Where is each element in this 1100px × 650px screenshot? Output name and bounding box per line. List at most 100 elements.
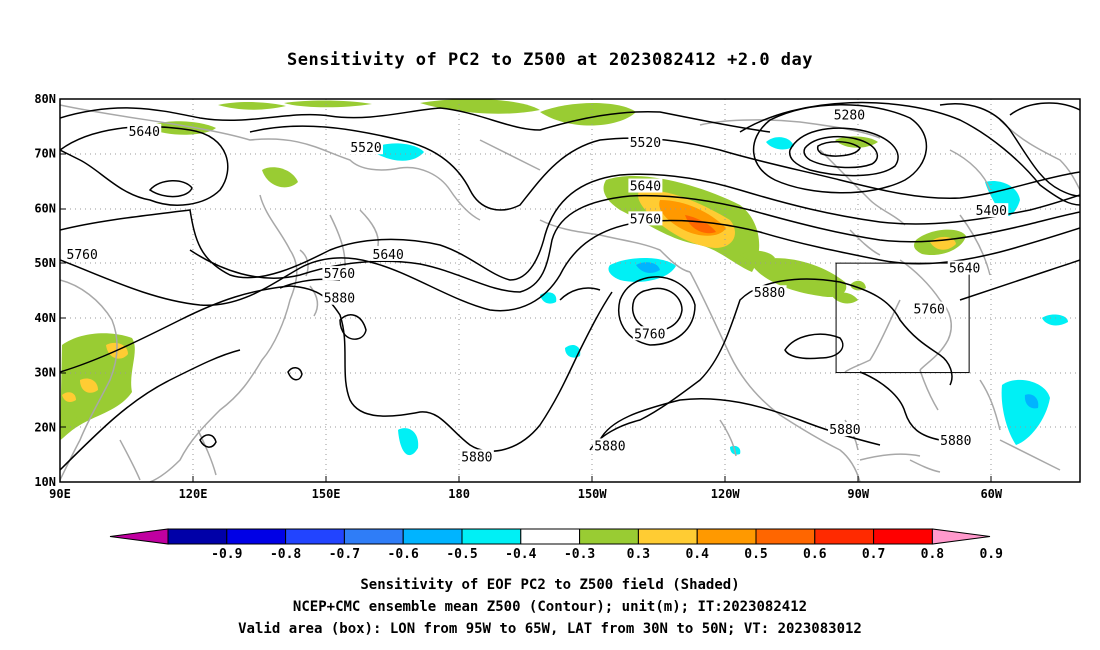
colorbar-swatch	[696, 528, 757, 545]
valid-area-box	[835, 262, 970, 374]
plot-frame	[59, 98, 1081, 483]
lat-label: 10N	[34, 475, 56, 489]
lon-label: 90W	[847, 487, 869, 501]
colorbar-tick-label: -0.4	[505, 547, 536, 562]
contour-label-bg	[632, 326, 667, 341]
tick-marks	[60, 98, 992, 483]
chart-title: Sensitivity of PC2 to Z500 at 2023082412…	[286, 50, 813, 70]
lat-label: 30N	[34, 366, 56, 380]
shaded-sensitivity	[60, 99, 1068, 456]
lat-label: 60N	[34, 201, 56, 215]
contour-label-bg	[628, 134, 663, 149]
colorbar-swatch	[226, 528, 287, 545]
z500-contours	[60, 101, 1080, 471]
colorbar-swatch	[637, 528, 698, 545]
contour-label: 5760	[634, 327, 665, 342]
colorbar-tick-label: 0.9	[979, 547, 1002, 562]
contour-label-bg	[974, 203, 1009, 218]
contour-label: 5880	[324, 292, 355, 307]
lon-label: 180	[448, 487, 470, 501]
colorbar-tick-label: 0.7	[862, 547, 885, 562]
contour-label-bg	[65, 246, 100, 261]
colorbar-tick-label: -0.9	[211, 547, 242, 562]
colorbar-swatch	[285, 528, 345, 545]
contour-label: 5640	[373, 248, 404, 263]
colorbar-swatch	[343, 528, 404, 545]
lon-label: 60W	[980, 487, 1002, 501]
contour-label: 5880	[829, 423, 860, 438]
colorbar-max-arrow	[931, 528, 991, 545]
colorbar-min-arrow	[109, 528, 169, 545]
lon-label: 150E	[312, 487, 341, 501]
contour-label: 5880	[754, 286, 785, 301]
contour-label: 5760	[324, 267, 355, 282]
contour-label-bg	[322, 266, 357, 281]
contour-label-bg	[371, 246, 406, 261]
contour-label: 5520	[350, 141, 381, 156]
colorbar-tick-label: 0.4	[685, 547, 709, 562]
colorbar-swatch	[814, 528, 875, 545]
contour-label-bg	[459, 449, 494, 464]
lon-label: 150W	[578, 487, 608, 501]
contour-label-bg	[947, 260, 982, 275]
lat-label: 40N	[34, 311, 56, 325]
contour-label: 5640	[949, 262, 980, 277]
contour-label: 5640	[129, 125, 160, 140]
colorbar-tick-label: -0.3	[564, 547, 595, 562]
colorbar-tick-label: -0.5	[446, 547, 477, 562]
colorbar-tick-label: -0.8	[270, 547, 301, 562]
latitude-labels: 80N 70N 60N 50N 40N 30N 20N 10N	[34, 92, 56, 489]
contour-label-bg	[127, 123, 162, 138]
caption: Sensitivity of EOF PC2 to Z500 field (Sh…	[0, 574, 1100, 640]
colorbar-tick-label: -0.6	[388, 547, 419, 562]
colorbar-tick-label: 0.8	[921, 547, 945, 562]
colorbar-tick-label: 0.3	[627, 547, 650, 562]
contour-label-bg	[752, 285, 787, 300]
contour-label-bg	[827, 422, 862, 437]
lon-label: 90E	[49, 487, 71, 501]
contour-label-bg	[938, 432, 973, 447]
lon-label: 120W	[711, 487, 741, 501]
contour-label: 5640	[630, 180, 661, 195]
colorbar-swatch	[461, 528, 522, 545]
colorbar-tick-label: -0.7	[329, 547, 360, 562]
colorbar-swatch	[520, 528, 581, 545]
colorbar-tick-label: 0.5	[744, 547, 767, 562]
colorbar-swatch	[167, 528, 228, 545]
lat-label: 80N	[34, 92, 56, 106]
colorbar-swatch	[402, 528, 463, 545]
contour-label: 5760	[630, 212, 661, 227]
lat-label: 20N	[34, 420, 56, 434]
graticule	[60, 99, 1080, 482]
caption-line-2: NCEP+CMC ensemble mean Z500 (Contour); u…	[292, 599, 808, 615]
colorbar: -0.9 -0.8 -0.7 -0.6 -0.5 -0.4 -0.3 0.3 0.4 0.5 0.6…	[109, 528, 1003, 562]
coastlines	[60, 104, 1080, 482]
contour-label: 5880	[594, 439, 625, 454]
contour-label: 5760	[67, 248, 98, 263]
contour-label-bg	[322, 290, 357, 305]
colorbar-swatch	[755, 528, 816, 545]
contour-label: 5760	[914, 303, 945, 318]
caption-line-1: Sensitivity of EOF PC2 to Z500 field (Sh…	[360, 577, 740, 593]
colorbar-tick-label: 0.6	[803, 547, 827, 562]
longitude-labels: 90E 120E 150E 180 150W 120W 90W 60W	[49, 487, 1003, 501]
contour-label: 5880	[461, 450, 492, 465]
lon-label: 120E	[179, 487, 208, 501]
contour-label: 5520	[630, 136, 661, 151]
contour-label-bg	[592, 438, 627, 453]
contour-label-bg	[628, 211, 663, 226]
lat-label: 50N	[34, 256, 56, 270]
contour-label-bg	[832, 107, 867, 122]
caption-line-3: Valid area (box): LON from 95W to 65W, L…	[238, 621, 862, 637]
contour-label-bg	[349, 140, 383, 155]
contour-label: 5400	[976, 204, 1007, 219]
colorbar-swatch	[579, 528, 639, 545]
contour-label: 5280	[834, 108, 865, 123]
contour-label-bg	[628, 178, 663, 193]
contour-label-bg	[912, 301, 947, 316]
contour-labels: 5640 5520 5760 5640 5760 5880 5520 5640 5760 5280…	[65, 107, 1009, 465]
lat-label: 70N	[34, 147, 56, 161]
colorbar-swatch	[873, 528, 933, 545]
contour-label: 5880	[940, 434, 971, 449]
